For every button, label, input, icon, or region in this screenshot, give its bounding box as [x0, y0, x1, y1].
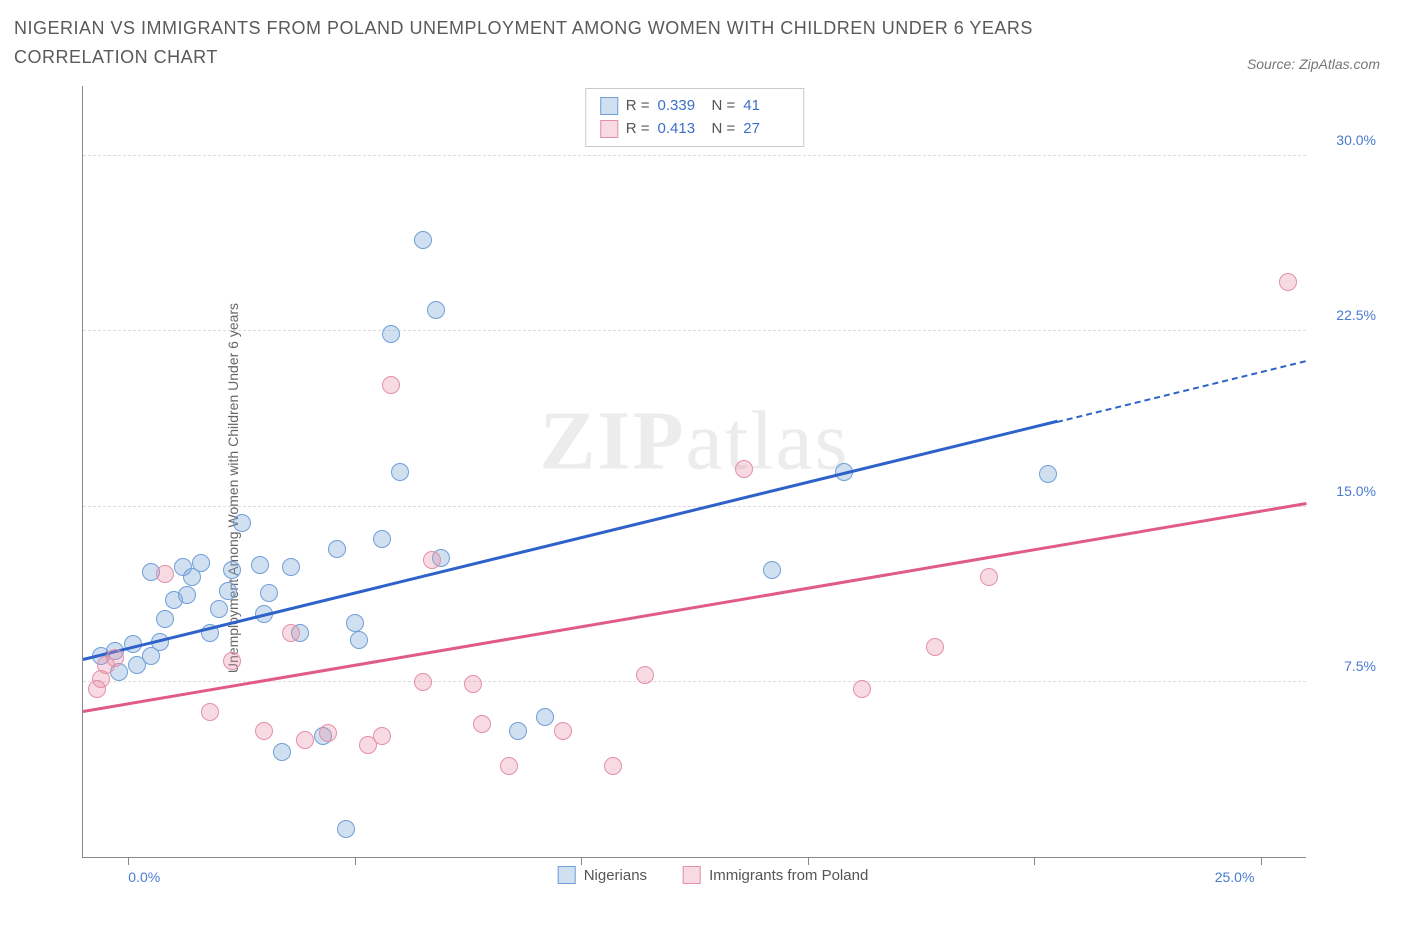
- chart-area: Unemployment Among Women with Children U…: [42, 86, 1384, 890]
- x-tick: [355, 857, 356, 865]
- y-tick-label: 7.5%: [1314, 658, 1376, 674]
- data-point-poland: [255, 722, 273, 740]
- data-point-nigerians: [1039, 465, 1057, 483]
- data-point-nigerians: [763, 561, 781, 579]
- data-point-nigerians: [509, 722, 527, 740]
- r-label: R =: [626, 118, 650, 141]
- trend-line-nigerians: [1057, 360, 1307, 423]
- n-label: N =: [712, 118, 736, 141]
- data-point-poland: [604, 757, 622, 775]
- data-point-poland: [282, 624, 300, 642]
- data-point-nigerians: [178, 586, 196, 604]
- data-point-nigerians: [346, 614, 364, 632]
- data-point-poland: [373, 727, 391, 745]
- y-tick-label: 15.0%: [1314, 483, 1376, 499]
- data-point-poland: [1279, 273, 1297, 291]
- data-point-poland: [636, 666, 654, 684]
- x-tick-label: 0.0%: [128, 869, 160, 885]
- y-tick-label: 22.5%: [1314, 307, 1376, 323]
- data-point-nigerians: [382, 325, 400, 343]
- correlation-legend: R = 0.339 N = 41 R = 0.413 N = 27: [585, 88, 805, 147]
- data-point-nigerians: [223, 561, 241, 579]
- swatch-nigerians: [600, 97, 618, 115]
- data-point-nigerians: [260, 584, 278, 602]
- n-value-poland: 27: [743, 118, 789, 141]
- data-point-nigerians: [427, 301, 445, 319]
- x-tick: [1261, 857, 1262, 865]
- legend-item-nigerians: Nigerians: [558, 866, 647, 884]
- data-point-nigerians: [391, 463, 409, 481]
- data-point-poland: [296, 731, 314, 749]
- x-tick-label: 25.0%: [1215, 869, 1255, 885]
- data-point-poland: [156, 565, 174, 583]
- data-point-nigerians: [328, 540, 346, 558]
- r-value-poland: 0.413: [658, 118, 704, 141]
- data-point-nigerians: [210, 600, 228, 618]
- r-value-nigerians: 0.339: [658, 95, 704, 118]
- r-label: R =: [626, 95, 650, 118]
- data-point-poland: [473, 715, 491, 733]
- data-point-poland: [201, 703, 219, 721]
- data-point-poland: [464, 675, 482, 693]
- data-point-poland: [423, 551, 441, 569]
- data-point-nigerians: [414, 231, 432, 249]
- data-point-poland: [500, 757, 518, 775]
- swatch-poland: [683, 866, 701, 884]
- data-point-poland: [554, 722, 572, 740]
- swatch-nigerians: [558, 866, 576, 884]
- legend-label: Immigrants from Poland: [709, 867, 868, 884]
- data-point-poland: [223, 652, 241, 670]
- data-point-nigerians: [156, 610, 174, 628]
- data-point-poland: [980, 568, 998, 586]
- data-point-poland: [926, 638, 944, 656]
- x-tick: [128, 857, 129, 865]
- data-point-nigerians: [337, 820, 355, 838]
- data-point-nigerians: [373, 530, 391, 548]
- data-point-poland: [106, 649, 124, 667]
- x-tick: [581, 857, 582, 865]
- trend-line-nigerians: [83, 420, 1057, 661]
- data-point-nigerians: [233, 514, 251, 532]
- legend-item-poland: Immigrants from Poland: [683, 866, 868, 884]
- n-value-nigerians: 41: [743, 95, 789, 118]
- legend-row-nigerians: R = 0.339 N = 41: [600, 95, 790, 118]
- x-tick: [1034, 857, 1035, 865]
- data-point-nigerians: [251, 556, 269, 574]
- data-point-poland: [853, 680, 871, 698]
- data-point-poland: [382, 376, 400, 394]
- data-point-nigerians: [219, 582, 237, 600]
- legend-row-poland: R = 0.413 N = 27: [600, 118, 790, 141]
- scatter-plot: ZIPatlas R = 0.339 N = 41 R = 0.413 N = …: [82, 86, 1306, 858]
- watermark: ZIPatlas: [540, 392, 850, 489]
- data-point-nigerians: [350, 631, 368, 649]
- source-attribution: Source: ZipAtlas.com: [1247, 56, 1380, 72]
- data-point-nigerians: [536, 708, 554, 726]
- gridline: [83, 330, 1306, 331]
- data-point-nigerians: [273, 743, 291, 761]
- data-point-poland: [414, 673, 432, 691]
- legend-label: Nigerians: [584, 867, 647, 884]
- data-point-poland: [319, 724, 337, 742]
- n-label: N =: [712, 95, 736, 118]
- x-tick: [808, 857, 809, 865]
- series-legend: Nigerians Immigrants from Poland: [558, 866, 869, 884]
- gridline: [83, 155, 1306, 156]
- data-point-nigerians: [282, 558, 300, 576]
- y-tick-label: 30.0%: [1314, 132, 1376, 148]
- data-point-nigerians: [192, 554, 210, 572]
- gridline: [83, 506, 1306, 507]
- swatch-poland: [600, 120, 618, 138]
- chart-title: NIGERIAN VS IMMIGRANTS FROM POLAND UNEMP…: [14, 14, 1114, 72]
- data-point-poland: [735, 460, 753, 478]
